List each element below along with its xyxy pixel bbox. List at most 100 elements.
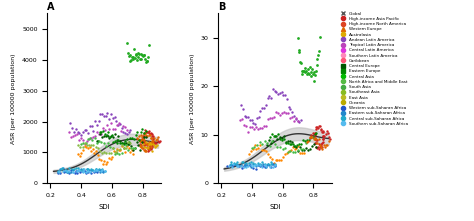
Point (272, 164, 279, 168)
Point (84, 146, 91, 149)
Point (107, 151, 115, 155)
Point (93, 168, 100, 172)
Point (298, 149, 306, 152)
Point (89, 168, 96, 172)
Point (282, 93, 289, 97)
Point (79, 169, 87, 173)
Point (281, 152, 289, 156)
Point (153, 141, 160, 145)
Point (313, 63, 320, 67)
Point (95, 132, 103, 136)
Point (61, 170, 69, 173)
Point (100, 135, 108, 138)
Point (153, 143, 160, 147)
Point (104, 134, 111, 138)
Point (143, 142, 150, 145)
Point (88, 124, 95, 128)
Point (140, 143, 147, 146)
Point (154, 139, 161, 143)
Point (238, 118, 246, 121)
Point (254, 127, 262, 130)
Point (294, 37, 302, 40)
X-axis label: SDI: SDI (99, 204, 110, 210)
Point (266, 145, 273, 148)
Point (128, 148, 136, 151)
Point (249, 162, 257, 165)
Point (258, 126, 265, 130)
Point (148, 141, 155, 145)
Point (289, 111, 296, 114)
Point (294, 119, 302, 123)
Point (119, 124, 127, 128)
Point (137, 144, 145, 147)
Point (144, 134, 151, 138)
Point (146, 133, 154, 137)
Point (74, 153, 82, 156)
Point (136, 143, 144, 146)
Point (272, 134, 279, 138)
Point (252, 164, 259, 168)
Point (273, 145, 281, 148)
Point (301, 151, 308, 155)
Point (127, 141, 134, 145)
Point (310, 70, 318, 73)
Point (86, 170, 94, 174)
Point (127, 129, 134, 132)
Point (60, 171, 67, 174)
Point (307, 71, 314, 74)
Point (290, 114, 298, 118)
Point (267, 162, 275, 166)
Point (95, 119, 102, 123)
Point (135, 138, 143, 142)
Point (123, 137, 131, 141)
Point (63, 170, 71, 174)
Point (297, 142, 305, 146)
Point (279, 147, 286, 151)
Point (140, 145, 147, 149)
Point (93, 167, 100, 171)
Point (152, 144, 159, 148)
Point (144, 148, 151, 151)
Point (81, 128, 88, 132)
Point (130, 137, 137, 140)
Point (125, 140, 133, 143)
Point (280, 110, 288, 114)
Point (93, 171, 101, 174)
Point (91, 119, 99, 122)
Point (290, 144, 298, 148)
Point (270, 134, 278, 137)
Point (84, 131, 92, 135)
Point (267, 141, 275, 145)
Point (235, 164, 242, 168)
Point (150, 143, 157, 147)
Point (119, 130, 127, 134)
Point (249, 162, 256, 166)
Point (149, 143, 157, 147)
Point (136, 144, 144, 148)
Point (261, 140, 268, 143)
Point (256, 140, 264, 144)
Point (133, 140, 140, 144)
Point (145, 134, 153, 137)
Point (100, 114, 108, 118)
Point (86, 145, 93, 149)
Point (143, 145, 151, 149)
Point (255, 146, 262, 150)
Point (292, 116, 300, 120)
Point (97, 112, 104, 116)
Point (253, 116, 261, 119)
Point (55, 170, 63, 174)
Point (299, 147, 307, 151)
Point (98, 151, 106, 154)
Point (105, 157, 113, 160)
Point (78, 151, 85, 155)
Point (299, 139, 307, 142)
Point (104, 160, 111, 164)
Point (61, 168, 69, 172)
Point (104, 141, 112, 145)
Point (142, 130, 150, 134)
Point (124, 129, 131, 132)
Point (141, 148, 149, 151)
Point (325, 136, 333, 139)
Point (121, 139, 129, 143)
